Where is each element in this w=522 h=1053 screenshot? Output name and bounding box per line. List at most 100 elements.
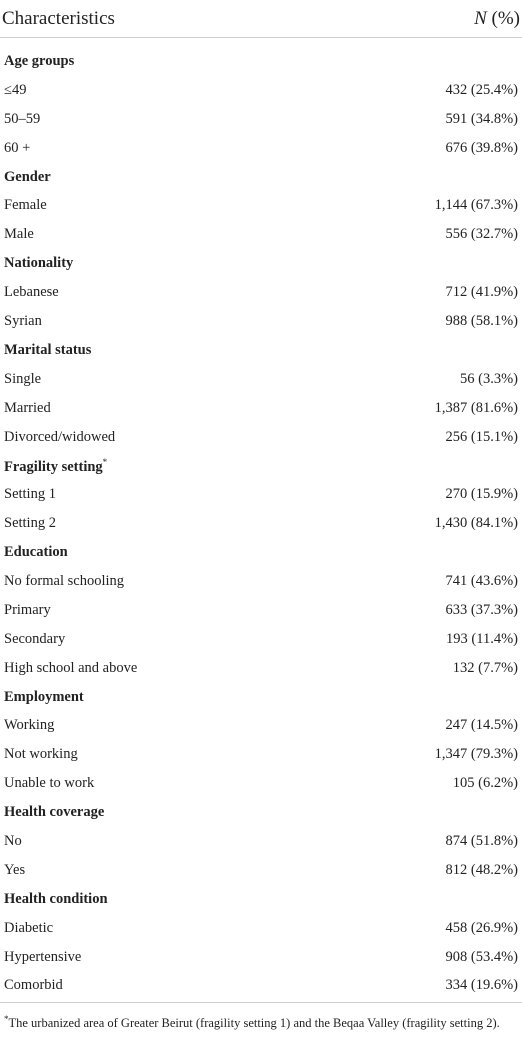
row-label: High school and above bbox=[4, 659, 138, 676]
group-title: Gender bbox=[4, 169, 51, 186]
group-title: Nationality bbox=[4, 255, 73, 272]
row-value: 105 (6.2%) bbox=[452, 775, 518, 792]
group-title: Education bbox=[4, 544, 68, 561]
group-title-text: Nationality bbox=[4, 255, 74, 272]
data-row: Diabetic 458 (26.9%) bbox=[0, 914, 522, 943]
table-header: Characteristics N (%) bbox=[0, 0, 522, 38]
row-value: 56 (3.3%) bbox=[460, 370, 518, 387]
data-row: Unable to work 105 (6.2%) bbox=[0, 769, 522, 798]
data-row: Female 1,144 (67.3%) bbox=[0, 191, 522, 220]
footnote-marker: * bbox=[102, 456, 108, 467]
group-title-text: Health coverage bbox=[4, 804, 105, 821]
row-label: 50–59 bbox=[4, 110, 41, 127]
column-header: Characteristics bbox=[2, 7, 115, 29]
row-value: 676 (39.8%) bbox=[445, 139, 519, 156]
row-value: 256 (15.1%) bbox=[445, 428, 519, 445]
footnote-marker: * bbox=[4, 1014, 9, 1025]
row-value: 633 (37.3%) bbox=[445, 601, 519, 618]
data-row: Syrian 988 (58.1%) bbox=[0, 307, 522, 336]
row-label: ≤49 bbox=[4, 81, 27, 98]
row-label: Setting 1 bbox=[4, 486, 56, 503]
n-symbol: N bbox=[474, 7, 487, 29]
data-row: Setting 1 270 (15.9%) bbox=[0, 480, 522, 509]
row-label: Married bbox=[4, 399, 51, 416]
row-value: 432 (25.4%) bbox=[445, 81, 519, 98]
row-label: No bbox=[4, 832, 22, 849]
row-value: 458 (26.9%) bbox=[445, 919, 519, 936]
group-title: Health condition bbox=[4, 891, 108, 908]
row-label: Unable to work bbox=[4, 775, 95, 792]
row-value: 132 (7.7%) bbox=[452, 659, 518, 676]
group-row: Employment bbox=[0, 683, 522, 712]
group-row: Fragility setting* bbox=[0, 451, 522, 480]
data-row: ≤49 432 (25.4%) bbox=[0, 76, 522, 105]
group-row: Health coverage bbox=[0, 798, 522, 827]
data-row: Single 56 (3.3%) bbox=[0, 365, 522, 394]
group-title: Health coverage bbox=[4, 804, 104, 821]
row-label: Not working bbox=[4, 746, 78, 763]
row-value: 1,430 (84.1%) bbox=[434, 515, 518, 532]
row-value: 741 (43.6%) bbox=[445, 572, 519, 589]
data-row: Working 247 (14.5%) bbox=[0, 711, 522, 740]
group-row: Age groups bbox=[0, 47, 522, 76]
group-title: Employment bbox=[4, 689, 84, 706]
data-row: Married 1,387 (81.6%) bbox=[0, 394, 522, 423]
group-row: Gender bbox=[0, 163, 522, 192]
data-row: Secondary 193 (11.4%) bbox=[0, 625, 522, 654]
group-title-text: Employment bbox=[4, 688, 84, 705]
group-title: Fragility setting* bbox=[4, 457, 107, 476]
row-value: 1,387 (81.6%) bbox=[434, 399, 518, 416]
row-value: 1,144 (67.3%) bbox=[434, 197, 518, 214]
data-row: Not working 1,347 (79.3%) bbox=[0, 740, 522, 769]
group-title-text: Fragility setting bbox=[4, 458, 103, 475]
row-value: 812 (48.2%) bbox=[445, 861, 519, 878]
row-label: Primary bbox=[4, 601, 51, 618]
row-label: Comorbid bbox=[4, 977, 63, 994]
group-title-text: Education bbox=[4, 544, 68, 561]
data-row: Comorbid 334 (19.6%) bbox=[0, 972, 522, 1001]
column-header: N (%) bbox=[474, 8, 520, 30]
row-label: 60 + bbox=[4, 139, 31, 156]
row-value: 1,347 (79.3%) bbox=[434, 746, 518, 763]
row-label: Hypertensive bbox=[4, 948, 82, 965]
row-value: 988 (58.1%) bbox=[445, 312, 519, 329]
group-title-text: Gender bbox=[4, 168, 51, 185]
row-label: Diabetic bbox=[4, 919, 54, 936]
group-title: Age groups bbox=[4, 53, 74, 70]
data-row: Lebanese 712 (41.9%) bbox=[0, 278, 522, 307]
group-row: Marital status bbox=[0, 336, 522, 365]
data-row: 60 + 676 (39.8%) bbox=[0, 134, 522, 163]
group-title: Marital status bbox=[4, 342, 91, 359]
group-title-text: Marital status bbox=[4, 341, 92, 358]
data-row: No 874 (51.8%) bbox=[0, 827, 522, 856]
data-row: Male 556 (32.7%) bbox=[0, 220, 522, 249]
row-value: 193 (11.4%) bbox=[446, 630, 518, 647]
row-label: Divorced/widowed bbox=[4, 428, 116, 445]
row-label: Single bbox=[4, 370, 42, 387]
row-label: Yes bbox=[4, 861, 26, 878]
row-label: Setting 2 bbox=[4, 515, 56, 532]
group-row: Nationality bbox=[0, 249, 522, 278]
data-row: Primary 633 (37.3%) bbox=[0, 596, 522, 625]
data-row: No formal schooling 741 (43.6%) bbox=[0, 567, 522, 596]
group-title-text: Health condition bbox=[4, 890, 108, 907]
data-row: Divorced/widowed 256 (15.1%) bbox=[0, 423, 522, 452]
row-label: Male bbox=[4, 226, 34, 243]
row-value: 874 (51.8%) bbox=[445, 832, 519, 849]
row-label: Female bbox=[4, 197, 47, 214]
data-row: Hypertensive 908 (53.4%) bbox=[0, 943, 522, 972]
row-value: 334 (19.6%) bbox=[445, 977, 519, 994]
row-value: 247 (14.5%) bbox=[445, 717, 519, 734]
row-label: Secondary bbox=[4, 630, 66, 647]
row-label: Lebanese bbox=[4, 284, 59, 301]
row-value: 712 (41.9%) bbox=[445, 284, 519, 301]
data-row: Yes 812 (48.2%) bbox=[0, 856, 522, 885]
group-title-text: Age groups bbox=[4, 52, 75, 69]
n-suffix: (%) bbox=[491, 7, 520, 29]
data-row: 50–59 591 (34.8%) bbox=[0, 105, 522, 134]
row-value: 591 (34.8%) bbox=[445, 110, 519, 127]
row-label: Syrian bbox=[4, 312, 42, 329]
row-label: No formal schooling bbox=[4, 572, 125, 589]
